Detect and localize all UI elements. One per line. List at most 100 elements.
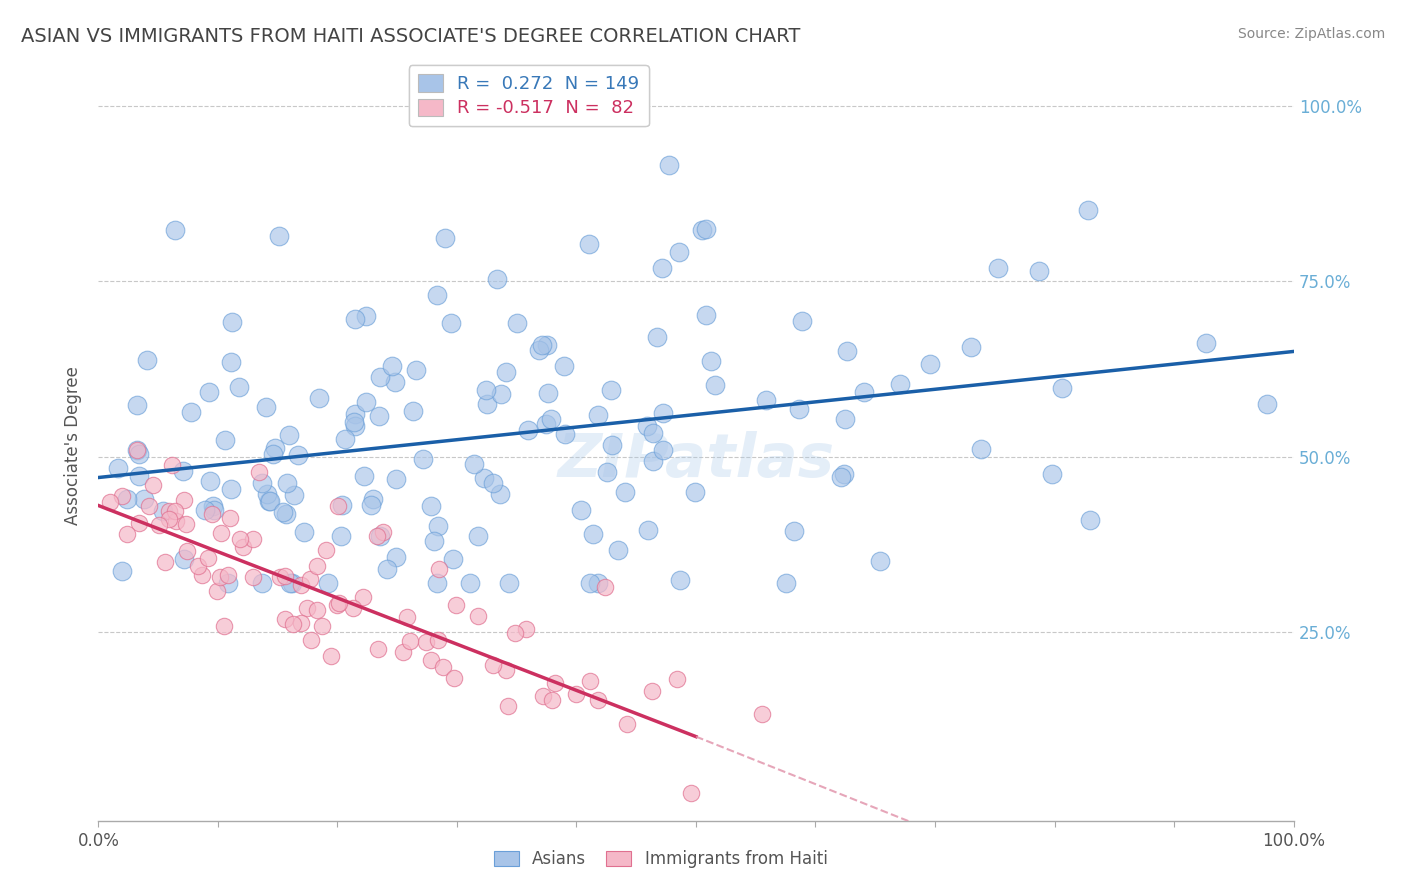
Point [305, 603, 328, 617]
Point [582, 526, 605, 541]
Point [385, 472, 408, 486]
Point [361, 491, 384, 506]
Point [344, 311, 367, 326]
Point [669, 573, 692, 587]
Point [368, 369, 391, 384]
Point [516, 424, 538, 438]
Point [315, 543, 337, 558]
Point [214, 433, 236, 447]
Text: ASIAN VS IMMIGRANTS FROM HAITI ASSOCIATE'S DEGREE CORRELATION CHART: ASIAN VS IMMIGRANTS FROM HAITI ASSOCIATE… [21, 27, 800, 45]
Point [889, 377, 911, 392]
Point [482, 658, 505, 673]
Point [415, 635, 437, 649]
Legend: R =  0.272  N = 149, R = -0.517  N =  82: R = 0.272 N = 149, R = -0.517 N = 82 [409, 65, 648, 127]
Point [463, 457, 485, 471]
Point [959, 340, 981, 354]
Point [201, 499, 224, 513]
Point [690, 223, 713, 237]
Point [262, 447, 284, 461]
Text: Source: ZipAtlas.com: Source: ZipAtlas.com [1237, 27, 1385, 41]
Point [440, 316, 463, 330]
Point [506, 316, 529, 330]
Point [176, 543, 198, 558]
Point [307, 559, 329, 574]
Point [278, 428, 301, 442]
Point [443, 671, 465, 685]
Point [308, 391, 330, 405]
Point [111, 564, 134, 578]
Point [392, 645, 415, 659]
Point [197, 551, 219, 566]
Point [160, 458, 183, 473]
Point [643, 454, 665, 468]
Point [398, 634, 420, 648]
Point [498, 575, 520, 590]
Point [242, 570, 264, 584]
Point [247, 466, 270, 480]
Point [536, 417, 558, 432]
Point [553, 359, 575, 374]
Point [530, 338, 553, 352]
Point [496, 699, 519, 714]
Point [495, 663, 517, 677]
Point [142, 477, 165, 491]
Point [565, 687, 588, 701]
Point [295, 601, 318, 615]
Point [569, 503, 592, 517]
Point [269, 569, 291, 583]
Point [695, 308, 717, 322]
Point [148, 517, 170, 532]
Point [1050, 381, 1073, 395]
Point [834, 411, 856, 425]
Point [636, 419, 658, 434]
Point [503, 626, 526, 640]
Point [271, 505, 294, 519]
Point [554, 426, 576, 441]
Point [595, 580, 617, 594]
Point [616, 717, 638, 731]
Point [367, 409, 389, 423]
Point [441, 551, 464, 566]
Point [153, 555, 176, 569]
Point [194, 503, 217, 517]
Point [330, 529, 353, 543]
Point [209, 525, 232, 540]
Point [174, 516, 197, 531]
Point [328, 596, 350, 610]
Point [1195, 335, 1218, 350]
Point [276, 476, 298, 491]
Point [422, 534, 444, 549]
Point [666, 672, 689, 686]
Point [190, 567, 212, 582]
Point [311, 618, 333, 632]
Point [316, 575, 339, 590]
Point [396, 610, 419, 624]
Point [125, 443, 148, 458]
Point [472, 470, 495, 484]
Point [165, 222, 187, 236]
Point [792, 314, 814, 328]
Point [328, 499, 350, 513]
Point [783, 524, 806, 538]
Point [987, 261, 1010, 276]
Point [489, 487, 512, 501]
Point [360, 498, 382, 512]
Point [599, 384, 621, 398]
Point [276, 508, 298, 522]
Point [1040, 467, 1063, 481]
Point [342, 601, 364, 615]
Point [165, 514, 187, 528]
Point [920, 357, 942, 371]
Point [607, 542, 630, 557]
Point [373, 524, 395, 539]
Point [198, 384, 221, 399]
Point [252, 575, 274, 590]
Point [405, 363, 427, 377]
Point [536, 338, 558, 352]
Point [427, 519, 450, 533]
Point [467, 608, 489, 623]
Point [658, 158, 681, 172]
Point [540, 412, 562, 426]
Point [217, 575, 239, 590]
Point [637, 523, 659, 537]
